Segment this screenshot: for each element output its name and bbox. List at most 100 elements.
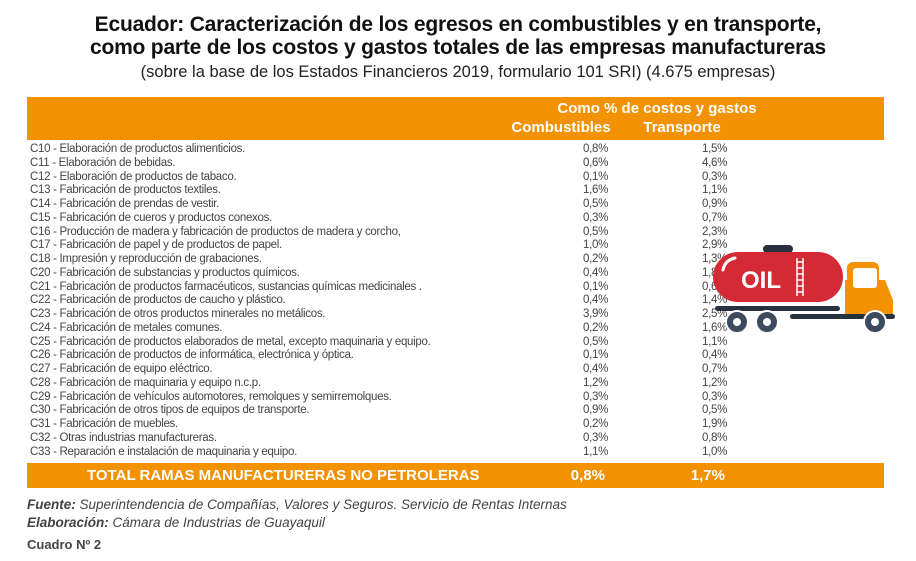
row-combustibles: 0,3% [582,390,608,403]
row-label: C11 - Elaboración de bebidas. [30,156,176,169]
row-transporte: 2,9% [701,239,727,252]
header-combustibles: Combustibles [511,119,611,136]
table-row: C14 - Fabricación de prendas de vestir. 0… [30,198,727,212]
row-label: C12 - Elaboración de productos de tabaco… [30,170,237,183]
row-combustibles: 1,2% [582,376,608,389]
table-row: C26 - Fabricación de productos de inform… [30,349,727,363]
table-row: C27 - Fabricación de equipo eléctrico. 0,… [30,363,727,377]
elaboration-note: Elaboración: Cámara de Industrias de Gua… [27,515,325,530]
row-label: C28 - Fabricación de maquinaria y equipo… [30,376,261,389]
table-body: C10 - Elaboración de productos alimentic… [30,143,727,460]
row-transporte: 1,2% [701,376,727,389]
row-combustibles: 0,5% [582,225,608,238]
table-row: C10 - Elaboración de productos alimentic… [30,143,727,157]
row-transporte: 0,5% [701,404,727,417]
row-combustibles: 0,1% [582,349,608,362]
row-transporte: 1,9% [701,418,727,430]
table-number: Cuadro Nº 2 [27,537,102,552]
header-group: Como % de costos y gastos [557,100,757,117]
row-label: C20 - Fabricación de substancias y produ… [30,266,300,279]
row-combustibles: 1,1% [582,445,608,458]
header-transporte: Transporte [643,119,721,136]
table-row: C31 - Fabricación de muebles. 0,2% 1,9% [30,418,727,432]
row-label: C14 - Fabricación de prendas de vestir. [30,198,220,210]
row-combustibles: 0,4% [582,266,608,279]
total-transporte: 1,7% [690,467,725,484]
row-label: C30 - Fabricación de otros tipos de equi… [30,404,310,417]
row-transporte: 1,1% [701,335,727,348]
row-label: C18 - Impresión y reproducción de grabac… [30,253,262,265]
row-label: C31 - Fabricación de muebles. [30,418,178,430]
table-row: C32 - Otras industrias manufactureras. 0,… [30,431,727,446]
table-row: C33 - Reparación e instalación de maquin… [30,445,727,460]
row-label: C17 - Fabricación de papel y de producto… [30,239,282,252]
row-label: C10 - Elaboración de productos alimentic… [30,143,246,155]
title-line-1: Ecuador: Caracterización de los egresos … [94,13,822,36]
row-transporte: 0,7% [701,363,727,375]
row-transporte: 1,0% [701,445,727,458]
row-transporte: 1,5% [701,143,727,155]
row-combustibles: 0,9% [582,404,608,417]
table-row: C17 - Fabricación de papel y de producto… [30,239,727,253]
row-label: C21 - Fabricación de productos farmacéut… [30,280,422,293]
row-transporte: 1,1% [701,184,727,197]
row-combustibles: 0,3% [582,431,608,444]
row-combustibles: 3,9% [582,308,608,320]
table-row: C23 - Fabricación de otros productos min… [30,308,727,322]
table-row: C29 - Fabricación de vehículos automotor… [30,390,727,405]
table-row: C22 - Fabricación de productos de caucho… [30,294,727,308]
row-combustibles: 0,1% [582,170,608,183]
row-combustibles: 0,5% [582,198,608,210]
row-transporte: 0,3% [701,390,727,403]
row-combustibles: 0,1% [582,280,608,293]
row-transporte: 1,4% [701,294,727,307]
table-row: C25 - Fabricación de productos elaborado… [30,335,727,350]
row-combustibles: 0,3% [582,211,608,224]
subtitle: (sobre la base de los Estados Financiero… [140,63,776,81]
row-transporte: 0,3% [701,170,727,183]
table-row: C24 - Fabricación de metales comunes. 0,2… [30,322,727,336]
table-row: C28 - Fabricación de maquinaria y equipo… [30,376,727,391]
table-row: C30 - Fabricación de otros tipos de equi… [30,404,727,418]
table-row: C16 - Producción de madera y fabricación… [30,225,727,240]
row-transporte: 0,8% [701,431,727,444]
row-combustibles: 0,4% [582,363,608,375]
row-label: C26 - Fabricación de productos de inform… [30,349,354,362]
table-row: C20 - Fabricación de substancias y produ… [30,266,727,281]
total-combustibles: 0,8% [570,467,605,484]
row-combustibles: 0,8% [582,143,608,155]
row-label: C22 - Fabricación de productos de caucho… [30,294,286,307]
total-row: TOTAL RAMAS MANUFACTURERAS NO PETROLERAS… [27,463,884,488]
table-header: Como % de costos y gastos Combustibles T… [27,97,884,140]
row-transporte: 0,4% [701,349,727,362]
row-label: C29 - Fabricación de vehículos automotor… [30,390,392,403]
row-combustibles: 1,0% [582,239,608,252]
row-label: C15 - Fabricación de cueros y productos … [30,211,272,224]
table-row: C12 - Elaboración de productos de tabaco… [30,170,727,185]
elaboration-label: Elaboración: [27,515,109,530]
row-combustibles: 0,6% [582,156,608,169]
row-label: C27 - Fabricación de equipo eléctrico. [30,363,213,375]
source-label: Fuente: [27,497,76,512]
row-combustibles: 0,2% [582,418,608,430]
source-note: Fuente: Superintendencia de Compañías, V… [27,497,567,512]
row-transporte: 1,6% [701,321,727,334]
row-transporte: 4,6% [701,156,727,169]
table-row: C18 - Impresión y reproducción de grabac… [30,253,727,267]
row-transporte: 0,9% [701,198,727,210]
tank-text: OIL [741,267,781,294]
table-row: C11 - Elaboración de bebidas. 0,6% 4,6% [30,156,727,171]
elaboration-text: Cámara de Industrias de Guayaquil [108,515,325,530]
row-label: C33 - Reparación e instalación de maquin… [30,445,297,458]
row-label: C23 - Fabricación de otros productos min… [30,308,326,320]
oil-truck-icon: OIL [713,245,895,334]
table-row: C15 - Fabricación de cueros y productos … [30,211,727,226]
row-label: C16 - Producción de madera y fabricación… [30,225,401,238]
row-combustibles: 0,5% [582,335,608,348]
row-combustibles: 0,4% [582,294,608,307]
source-text: Superintendencia de Compañías, Valores y… [75,497,567,512]
row-label: C25 - Fabricación de productos elaborado… [30,335,431,348]
title-line-2: como parte de los costos y gastos totale… [89,36,827,59]
total-label: TOTAL RAMAS MANUFACTURERAS NO PETROLERAS [87,467,480,484]
table-row: C13 - Fabricación de productos textiles.… [30,184,727,198]
